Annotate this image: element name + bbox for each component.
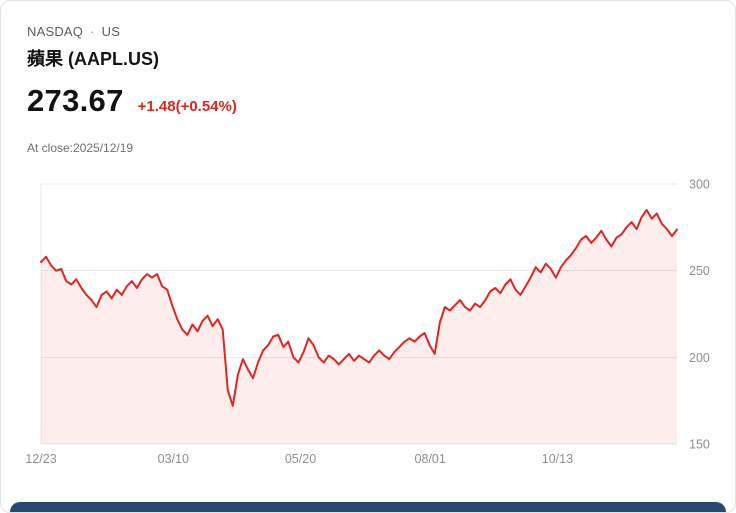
price-area-fill (41, 210, 677, 444)
price-row: 273.67 +1.48(+0.54%) (27, 83, 237, 119)
price-line (40, 209, 678, 407)
dot-separator: · (90, 24, 95, 39)
price-change: +1.48(+0.54%) (137, 98, 237, 115)
y-axis-label: 150 (689, 438, 710, 452)
price-chart[interactable]: 300 250 200 150 12/23 03/10 05/20 08/01 10/13 (19, 171, 721, 471)
price-chart-svg[interactable]: 300 250 200 150 12/23 03/10 05/20 08/01 10/13 (19, 171, 721, 471)
x-axis-label: 10/13 (542, 452, 573, 466)
y-axis-label: 200 (689, 351, 710, 365)
footer-bar (10, 502, 726, 512)
y-axis-label: 250 (689, 264, 710, 278)
market-info: NASDAQ · US (27, 24, 120, 39)
y-axis-label: 300 (689, 178, 710, 192)
x-axis-label: 03/10 (158, 452, 189, 466)
x-axis-label: 12/23 (25, 452, 56, 466)
current-price: 273.67 (27, 83, 124, 118)
close-time-label: At close:2025/12/19 (27, 141, 134, 155)
region-label: US (101, 24, 121, 39)
x-axis-label: 08/01 (415, 452, 446, 466)
x-axis-label: 05/20 (285, 452, 316, 466)
exchange-label: NASDAQ (27, 24, 84, 39)
stock-title: 蘋果 (AAPL.US) (27, 49, 159, 69)
